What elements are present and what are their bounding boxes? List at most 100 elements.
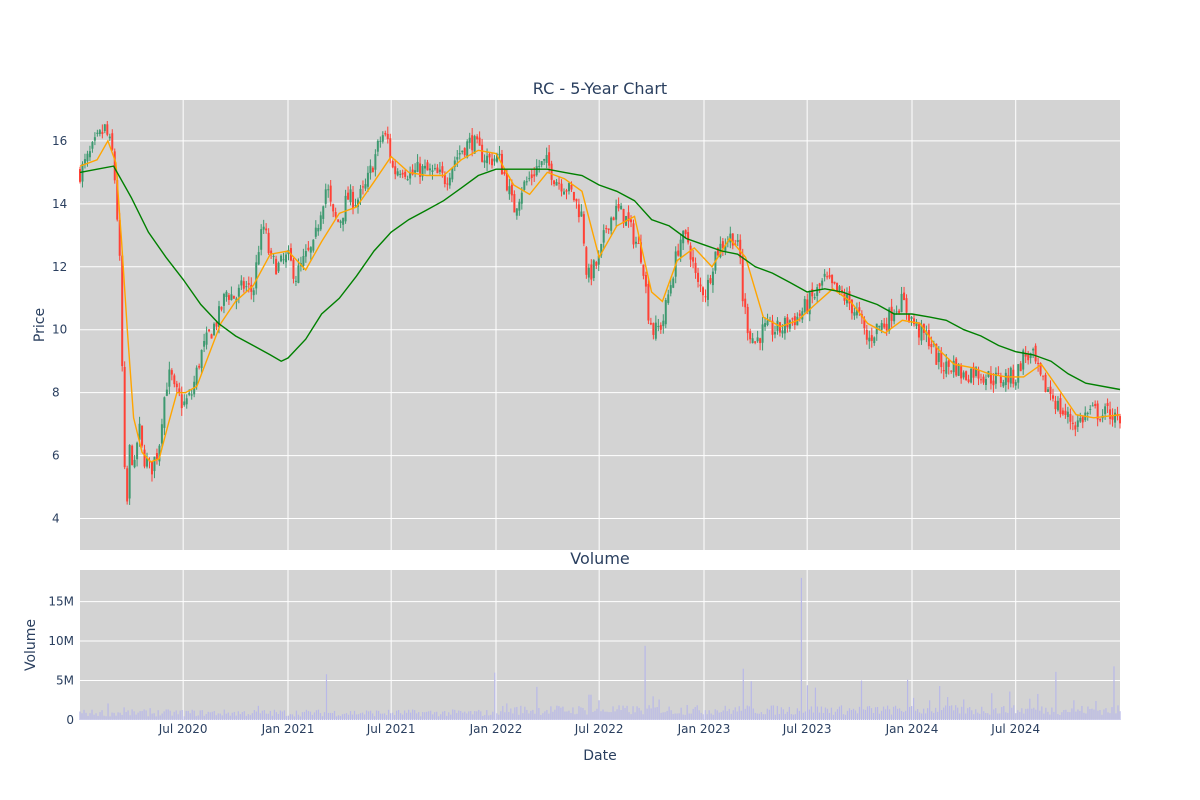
candle-body: [451, 167, 454, 180]
candle-body: [438, 169, 441, 172]
x-tick-label: Jul 2024: [990, 722, 1040, 736]
volume-bar: [351, 714, 354, 720]
candle-body: [483, 160, 486, 163]
candle-body: [793, 316, 796, 326]
candle-body: [230, 294, 233, 301]
candle-body: [292, 259, 295, 279]
volume-bar: [398, 710, 400, 720]
volume-bar: [155, 716, 157, 720]
candle-body: [520, 192, 523, 204]
volume-bar: [630, 714, 632, 720]
volume-bar: [718, 712, 720, 720]
volume-bar: [79, 711, 81, 720]
candle-body: [982, 376, 985, 383]
candle-body: [240, 280, 243, 286]
volume-bar: [347, 714, 350, 720]
candle-body: [406, 179, 409, 181]
volume-bar: [295, 710, 298, 720]
candle-body: [1069, 414, 1072, 422]
candle-body: [630, 219, 633, 223]
volume-bar: [1049, 714, 1051, 720]
candle-body: [332, 204, 335, 212]
candle-body: [831, 274, 834, 284]
candle-body: [570, 184, 573, 190]
volume-bar: [416, 713, 418, 720]
volume-bar: [989, 714, 991, 720]
candle-body: [384, 133, 387, 135]
candle-body: [751, 338, 754, 344]
volume-bar: [850, 709, 853, 720]
candle-body: [984, 379, 987, 385]
volume-bar: [985, 713, 987, 720]
candle-body: [965, 371, 968, 380]
volume-bar: [153, 713, 155, 720]
volume-bar: [269, 710, 271, 720]
volume-bar: [281, 711, 283, 720]
candle-body: [945, 361, 948, 374]
volume-bar: [325, 674, 328, 720]
candle-body: [158, 445, 161, 462]
candle-body: [1002, 382, 1005, 387]
candle-body: [798, 313, 801, 316]
candle-body: [262, 226, 265, 230]
candle-body: [379, 140, 382, 142]
candle-body: [592, 260, 595, 279]
candle-body: [756, 337, 759, 342]
volume-bar: [263, 710, 265, 720]
candle-body: [205, 332, 208, 345]
volume-bar: [788, 706, 790, 720]
candle-body: [558, 182, 561, 184]
volume-bar: [243, 711, 245, 720]
candle-body: [890, 306, 893, 321]
volume-bar: [656, 706, 658, 720]
volume-bar: [987, 713, 989, 720]
volume-bar: [217, 713, 219, 720]
candle-body: [1054, 400, 1057, 410]
candle-body: [1111, 415, 1114, 420]
candle-body: [498, 153, 501, 156]
candle-body: [131, 445, 134, 465]
volume-bar: [1061, 712, 1063, 720]
volume-bar: [768, 709, 770, 720]
candle-body: [185, 398, 188, 405]
volume-bar: [165, 709, 167, 720]
volume-bar: [772, 705, 774, 720]
volume-bar: [538, 707, 540, 720]
candle-body: [729, 233, 732, 243]
volume-bar: [225, 713, 227, 720]
candle-body: [329, 185, 332, 202]
volume-bar: [303, 711, 306, 720]
candle-body: [138, 423, 141, 440]
candle-body: [456, 157, 459, 160]
volume-bar: [369, 710, 372, 720]
candle-body: [461, 150, 464, 153]
candle-body: [81, 163, 84, 182]
volume-bar: [616, 709, 618, 720]
candle-body: [314, 227, 317, 237]
volume-bar: [600, 711, 602, 720]
candle-body: [215, 322, 218, 327]
candle-body: [361, 186, 364, 188]
candle-body: [766, 320, 769, 326]
volume-bar: [448, 712, 450, 720]
candle-body: [962, 372, 965, 378]
volume-bar: [832, 714, 835, 720]
candle-body: [662, 320, 665, 327]
price-y-tick-label: 6: [52, 449, 60, 463]
volume-bar: [562, 706, 564, 720]
candle-body: [481, 144, 484, 162]
candle-body: [917, 324, 920, 338]
volume-bar: [323, 712, 326, 720]
candle-body: [610, 217, 613, 231]
volume-bar: [255, 711, 257, 720]
candle-body: [1071, 422, 1074, 424]
candle-body: [838, 286, 841, 291]
candle-body: [689, 245, 692, 260]
price-gridlines: [80, 140, 1120, 520]
candle-body: [88, 151, 91, 158]
volume-bar: [636, 706, 638, 720]
volume-bar: [1007, 712, 1009, 720]
volume-bar: [1089, 709, 1091, 720]
volume-bar: [211, 711, 213, 720]
candle-body: [170, 370, 173, 375]
